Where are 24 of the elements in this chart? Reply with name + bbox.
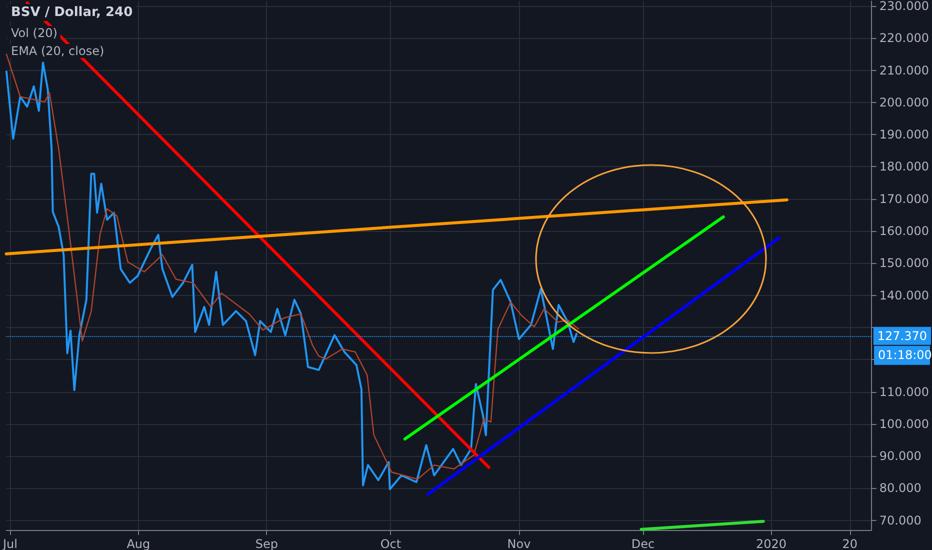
- y-tick-label: 160.000: [879, 224, 929, 238]
- y-tick-label: 230.000: [879, 0, 929, 13]
- chart-title: BSV / Dollar, 240: [11, 5, 133, 20]
- x-tick-label: 20: [842, 537, 858, 550]
- annotation: Vol (20): [11, 26, 58, 40]
- y-tick-label: 190.000: [879, 128, 929, 142]
- y-tick-label: 80.000: [879, 481, 922, 496]
- y-tick-label: 140.000: [879, 288, 929, 302]
- x-tick-label: Nov: [507, 537, 531, 550]
- x-tick-label: Oct: [380, 537, 402, 550]
- x-tick-label: Dec: [631, 537, 655, 550]
- y-tick-label: 150.000: [879, 256, 929, 270]
- y-tick-label: 70.000: [879, 513, 922, 528]
- y-tick-label: 180.000: [879, 160, 929, 174]
- y-tick-label: 220.000: [879, 31, 929, 46]
- x-tick-label: 2020: [756, 537, 787, 550]
- y-tick-label: 170.000: [879, 192, 929, 206]
- ref-line-label: 127.370: [877, 328, 927, 343]
- y-tick-label: 210.000: [879, 63, 929, 78]
- annotation: EMA (20, close): [11, 44, 104, 58]
- y-tick-label: 200.000: [879, 95, 929, 110]
- y-tick-label: 110.000: [879, 384, 929, 399]
- y-tick-label: 100.000: [879, 416, 929, 431]
- y-tick-label: 90.000: [879, 449, 922, 464]
